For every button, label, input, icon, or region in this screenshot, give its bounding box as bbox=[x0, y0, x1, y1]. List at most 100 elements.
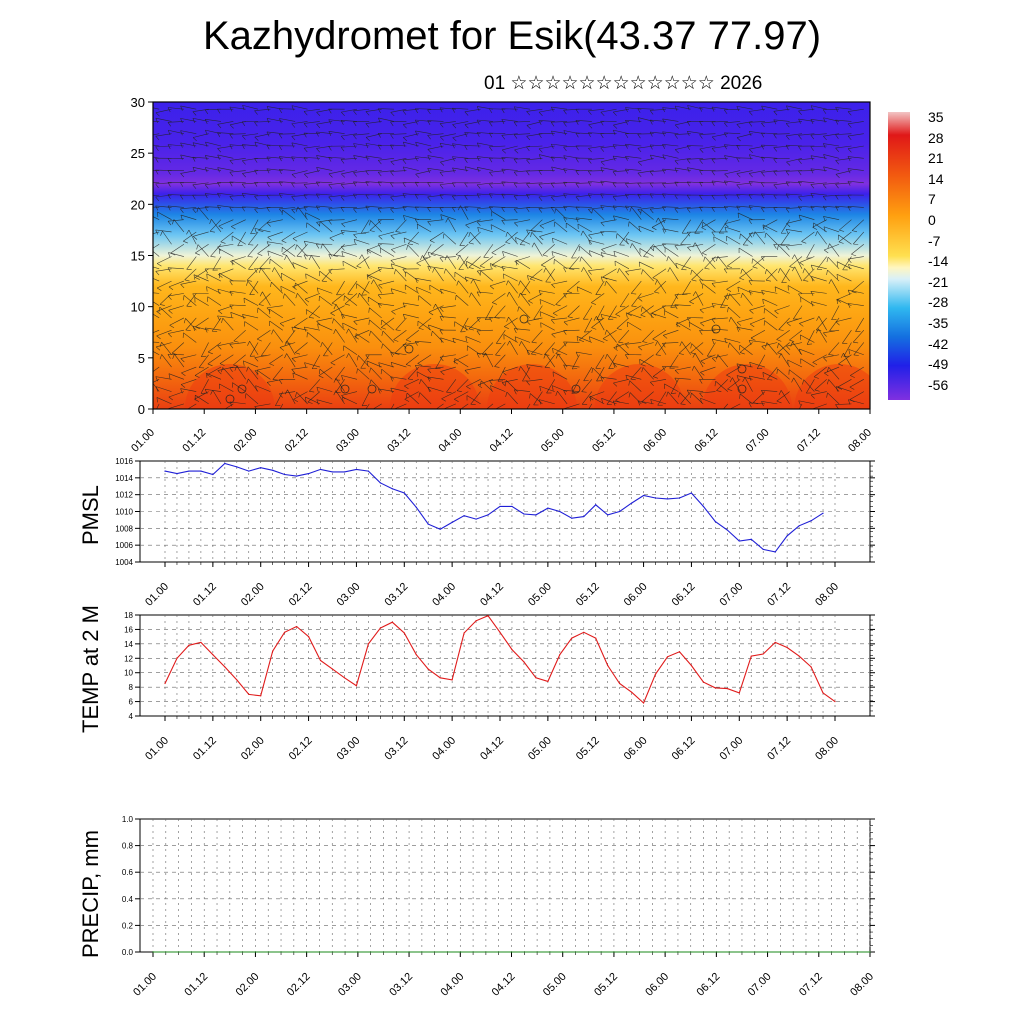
wind-barb-flag bbox=[810, 146, 814, 151]
wind-barb bbox=[378, 170, 395, 173]
wind-barb-flag bbox=[353, 155, 356, 161]
wind-barb bbox=[651, 305, 667, 314]
wind-barb bbox=[195, 243, 209, 254]
wind-barb bbox=[258, 293, 271, 305]
wind-barb bbox=[279, 403, 284, 409]
wind-barb-flag bbox=[724, 173, 729, 178]
wind-barb bbox=[625, 107, 642, 110]
wind-barb bbox=[811, 276, 827, 282]
wind-barb bbox=[167, 144, 184, 147]
wind-barb-flag bbox=[538, 184, 543, 189]
wind-barb bbox=[291, 105, 308, 110]
wind-barb bbox=[328, 268, 345, 271]
wind-barb-flag bbox=[328, 208, 332, 213]
wind-barb bbox=[415, 170, 432, 175]
wind-barb bbox=[356, 256, 370, 267]
wind-barb-flag bbox=[465, 224, 470, 229]
wind-barb-flag bbox=[156, 397, 158, 403]
wind-barb-flag bbox=[451, 108, 455, 113]
wind-barb-flag bbox=[180, 215, 183, 220]
wind-barb-flag bbox=[229, 367, 233, 372]
wind-barb bbox=[353, 133, 370, 136]
wind-barb bbox=[563, 317, 580, 323]
wind-barb-flag bbox=[258, 230, 264, 232]
wind-barb bbox=[316, 181, 333, 184]
wind-barb-flag bbox=[531, 353, 537, 356]
wind-barb bbox=[779, 268, 790, 282]
wind-barb bbox=[492, 293, 506, 303]
wind-barb bbox=[526, 133, 543, 137]
wind-barb bbox=[229, 181, 246, 184]
wind-barb-flag bbox=[476, 106, 480, 112]
wind-barb-flag bbox=[219, 363, 225, 366]
wind-barb-flag bbox=[711, 318, 716, 324]
wind-barb-flag bbox=[691, 279, 697, 282]
wind-barb-flag bbox=[552, 385, 554, 391]
wind-barb bbox=[458, 280, 469, 294]
data-point bbox=[678, 497, 681, 499]
wind-barb bbox=[588, 193, 605, 196]
wind-barb-flag bbox=[727, 265, 733, 269]
wind-barb-flag bbox=[377, 294, 382, 299]
wind-barb-flag bbox=[427, 266, 430, 272]
wind-barb bbox=[552, 371, 568, 380]
wind-barb bbox=[153, 329, 160, 333]
wind-barb bbox=[787, 285, 803, 294]
wind-barb-flag bbox=[218, 310, 223, 315]
wind-barb-flag bbox=[514, 149, 519, 154]
wind-barb-flag bbox=[180, 154, 183, 160]
wind-barb-flag bbox=[550, 183, 555, 188]
wind-barb-flag bbox=[853, 243, 859, 246]
data-point bbox=[415, 654, 417, 656]
wind-barb-flag bbox=[243, 360, 245, 366]
wind-barb-flag bbox=[167, 170, 171, 175]
wind-barb bbox=[342, 260, 358, 270]
wind-barb bbox=[455, 294, 469, 306]
wind-barb-flag bbox=[291, 196, 295, 201]
wind-barb-flag bbox=[563, 330, 567, 335]
wind-barb bbox=[341, 219, 358, 224]
wind-barb bbox=[503, 273, 518, 282]
wind-barb-flag bbox=[241, 206, 245, 212]
wind-barb-flag bbox=[530, 230, 536, 233]
wind-barb bbox=[600, 314, 617, 319]
wind-barb bbox=[439, 121, 456, 124]
wind-barb bbox=[584, 317, 593, 333]
wind-barb bbox=[812, 354, 827, 363]
wind-barb-flag bbox=[563, 321, 568, 326]
wind-barb bbox=[606, 353, 617, 368]
wind-barb-flag bbox=[464, 206, 468, 212]
wind-barb bbox=[600, 193, 617, 196]
wind-barb-flag bbox=[414, 219, 418, 224]
wind-barb bbox=[774, 286, 790, 294]
wind-barb bbox=[217, 243, 234, 248]
wind-barb bbox=[405, 354, 419, 365]
wind-barb-flag bbox=[159, 304, 165, 306]
wind-barb bbox=[509, 340, 518, 355]
data-point bbox=[319, 468, 322, 471]
wind-barb bbox=[810, 205, 827, 208]
data-point bbox=[296, 625, 298, 628]
wind-barb bbox=[823, 205, 840, 208]
wind-barb-flag bbox=[628, 392, 631, 398]
wind-barb bbox=[428, 251, 444, 257]
wind-barb-flag bbox=[778, 390, 782, 395]
wind-barb-flag bbox=[727, 293, 730, 299]
wind-barb bbox=[200, 379, 209, 394]
wind-barb bbox=[615, 305, 630, 315]
wind-barb bbox=[391, 305, 407, 312]
wind-barb bbox=[613, 379, 630, 384]
wind-barb-flag bbox=[538, 290, 542, 296]
wind-barb bbox=[631, 206, 642, 220]
wind-barb bbox=[526, 317, 543, 322]
wind-barb-flag bbox=[217, 182, 221, 187]
wind-barb-flag bbox=[736, 194, 740, 199]
wind-barb bbox=[304, 293, 320, 300]
wind-barb bbox=[526, 403, 531, 409]
wind-barb bbox=[551, 317, 568, 321]
wind-barb bbox=[382, 330, 395, 343]
wind-barb-flag bbox=[217, 167, 220, 173]
wind-barb bbox=[321, 342, 333, 355]
